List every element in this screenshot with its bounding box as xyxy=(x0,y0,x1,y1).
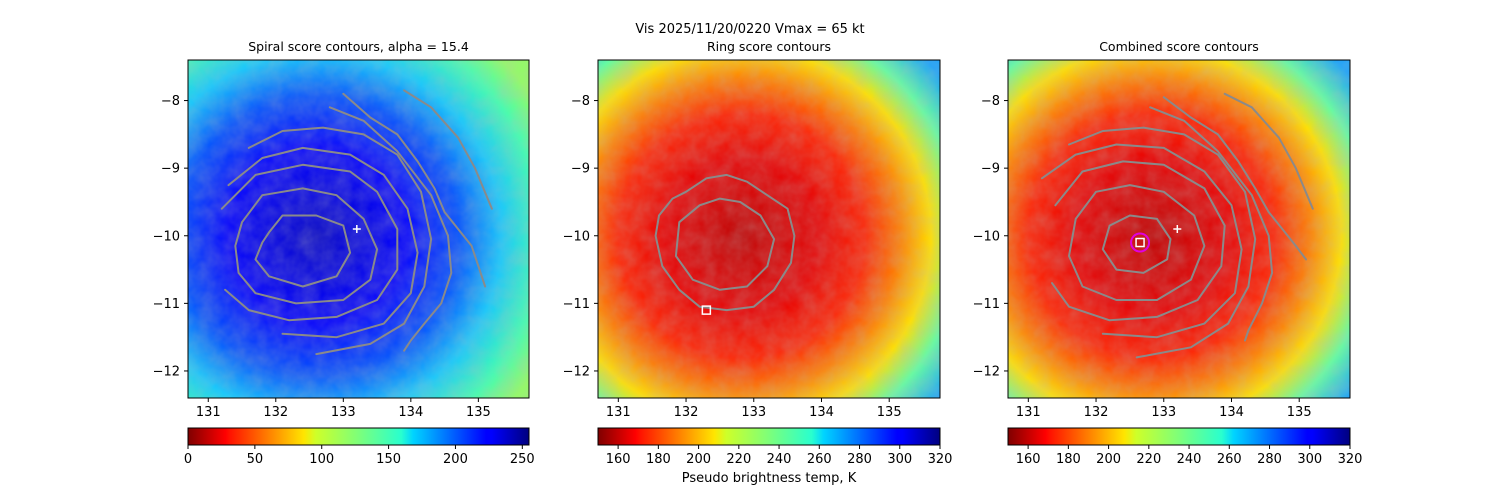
contour-line xyxy=(220,163,399,322)
axes-frame xyxy=(597,59,941,399)
x-tick-label: 131 xyxy=(1016,405,1041,420)
colorbar-tick-label: 160 xyxy=(606,452,631,467)
x-tick-label: 134 xyxy=(1219,405,1244,420)
contour-line xyxy=(674,197,776,291)
contour-line xyxy=(342,92,487,288)
y-tick-label: −11 xyxy=(973,297,1000,312)
colorbar-tick-label: 220 xyxy=(1136,452,1161,467)
colorbar-tick-label: 240 xyxy=(767,452,792,467)
y-tick-label: −9 xyxy=(981,162,1000,177)
colorbar-tick-label: 200 xyxy=(686,452,711,467)
colorbar-label: Pseudo brightness temp, K xyxy=(682,471,857,486)
colorbar-tick-label: 320 xyxy=(928,452,953,467)
contour-line xyxy=(227,146,419,339)
y-tick-label: −11 xyxy=(153,297,180,312)
colorbar xyxy=(1008,428,1350,445)
x-tick-label: 135 xyxy=(1287,405,1312,420)
colorbar-tick-label: 180 xyxy=(1056,452,1081,467)
axes-frame xyxy=(1007,59,1351,399)
x-tick-label: 133 xyxy=(1151,405,1176,420)
y-tick-label: −8 xyxy=(161,94,180,109)
contour-line xyxy=(247,126,433,356)
center-square-marker xyxy=(1135,237,1145,248)
colorbar-tick-label: 150 xyxy=(376,452,401,467)
y-tick-label: −11 xyxy=(563,297,590,312)
y-tick-label: −12 xyxy=(973,364,1000,379)
colorbar-tick-label: 250 xyxy=(510,452,535,467)
colorbar-tick-label: 100 xyxy=(309,452,334,467)
colorbar-frame xyxy=(1007,427,1351,446)
x-tick-label: 132 xyxy=(263,405,288,420)
x-tick-label: 132 xyxy=(1084,405,1109,420)
colorbar-tick-label: 180 xyxy=(646,452,671,467)
y-tick-label: −9 xyxy=(161,162,180,177)
center-square-marker xyxy=(701,305,712,315)
contour-line xyxy=(1051,160,1226,322)
x-tick-label: 135 xyxy=(877,405,902,420)
y-tick-label: −10 xyxy=(153,229,180,244)
x-tick-label: 134 xyxy=(398,405,423,420)
center-plus-marker xyxy=(1173,225,1182,233)
colorbar-tick-label: 0 xyxy=(184,452,192,467)
panel-title: Ring score contours xyxy=(707,39,831,54)
contour-line xyxy=(1068,126,1257,359)
y-tick-label: −10 xyxy=(973,229,1000,244)
y-tick-label: −12 xyxy=(563,364,590,379)
colorbar-tick-label: 160 xyxy=(1016,452,1041,467)
x-tick-label: 135 xyxy=(466,405,491,420)
x-tick-label: 133 xyxy=(331,405,356,420)
y-tick-label: −12 xyxy=(153,364,180,379)
colorbar-tick-label: 280 xyxy=(847,452,872,467)
panel-title: Spiral score contours, alpha = 15.4 xyxy=(248,39,469,54)
colorbar-tick-label: 260 xyxy=(807,452,832,467)
contour-line xyxy=(1149,106,1274,342)
figure-suptitle: Vis 2025/11/20/0220 Vmax = 65 kt xyxy=(635,22,865,37)
y-tick-label: −9 xyxy=(571,162,590,177)
panel-2: Ring score contours 131 132 133 134 135 −8 −9 −1… xyxy=(563,39,953,486)
contour-line xyxy=(1162,96,1307,261)
y-tick-label: −8 xyxy=(981,94,1000,109)
contour-line xyxy=(1068,184,1206,301)
colorbar-frame xyxy=(187,427,530,446)
panel-1: Spiral score contours, alpha = 15.4 131 13… xyxy=(153,39,535,467)
colorbar-tick-label: 240 xyxy=(1177,452,1202,467)
x-tick-label: 133 xyxy=(741,405,766,420)
contour-line xyxy=(328,106,453,352)
y-tick-label: −8 xyxy=(571,94,590,109)
panel-title: Combined score contours xyxy=(1099,39,1259,54)
contour-line xyxy=(1101,214,1172,274)
x-tick-label: 132 xyxy=(674,405,699,420)
contour-line xyxy=(234,187,379,305)
satellite-image xyxy=(1008,60,1350,398)
contour-line xyxy=(654,173,796,312)
colorbar-tick-label: 320 xyxy=(1338,452,1363,467)
contour-line xyxy=(1040,143,1243,339)
contour-line xyxy=(1223,92,1314,210)
x-tick-label: 134 xyxy=(809,405,834,420)
colorbar-tick-label: 200 xyxy=(443,452,468,467)
panel-3: Combined score contours 131 132 133 134 135 −8… xyxy=(973,39,1363,467)
center-plus-marker xyxy=(352,225,361,233)
colorbar-tick-label: 50 xyxy=(247,452,264,467)
satellite-image xyxy=(598,60,940,398)
colorbar-tick-label: 280 xyxy=(1257,452,1282,467)
colorbar-tick-label: 300 xyxy=(887,452,912,467)
x-tick-label: 131 xyxy=(196,405,221,420)
contour-line xyxy=(254,214,352,288)
ring-circle-marker xyxy=(1130,232,1151,253)
satellite-image xyxy=(188,60,529,398)
colorbar xyxy=(188,428,529,445)
contour-line xyxy=(403,89,493,210)
colorbar xyxy=(598,428,940,445)
axes-frame xyxy=(187,59,530,399)
colorbar-tick-label: 220 xyxy=(726,452,751,467)
colorbar-tick-label: 260 xyxy=(1217,452,1242,467)
x-tick-label: 131 xyxy=(606,405,631,420)
y-tick-label: −10 xyxy=(563,229,590,244)
colorbar-tick-label: 200 xyxy=(1096,452,1121,467)
colorbar-frame xyxy=(597,427,941,446)
colorbar-tick-label: 300 xyxy=(1297,452,1322,467)
